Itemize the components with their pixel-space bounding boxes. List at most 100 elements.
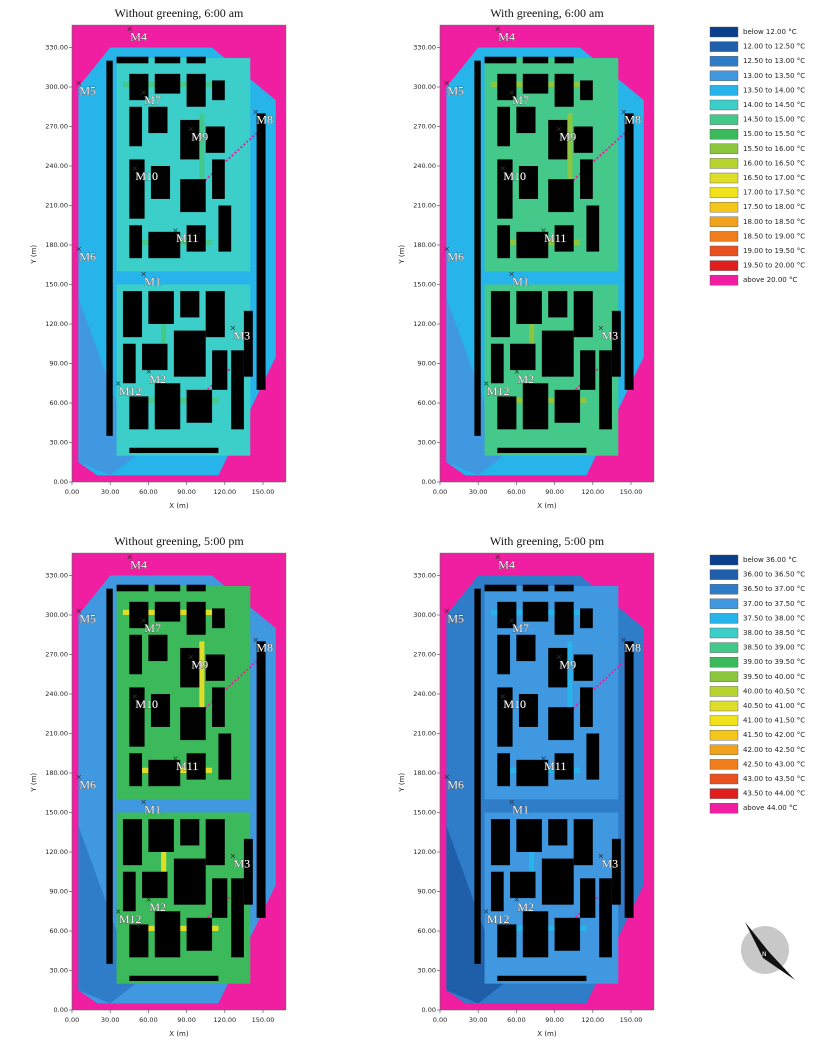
x-tick-label: 120.00 [213, 1016, 236, 1024]
receptor-label: M9 [559, 658, 576, 672]
y-tick-label: 300.00 [45, 83, 68, 91]
north-arrow: N [741, 922, 795, 980]
panel-title: With greening, 6:00 am [490, 6, 604, 20]
y-tick-label: 120.00 [45, 320, 68, 328]
legend-label: 17.00 to 17.50 °C [743, 189, 805, 197]
receptor-label: M12 [487, 912, 510, 926]
y-tick-label: 120.00 [413, 320, 436, 328]
building [580, 608, 593, 628]
y-tick-label: 150.00 [413, 809, 436, 817]
y-tick-label: 180.00 [45, 769, 68, 777]
building [625, 113, 634, 390]
map-raster [72, 553, 286, 1010]
legend-label: 14.50 to 15.00 °C [743, 116, 805, 124]
building [555, 602, 574, 635]
receptor-label: M7 [144, 621, 161, 635]
receptor-label: M5 [447, 84, 464, 98]
building [555, 74, 574, 107]
legend-swatch [710, 628, 738, 638]
building [212, 608, 225, 628]
building [257, 641, 266, 918]
building [212, 878, 227, 918]
building [555, 57, 574, 64]
building [485, 585, 517, 592]
receptor-label: M6 [79, 778, 96, 792]
building [580, 350, 595, 390]
legend-swatch [710, 701, 738, 711]
legend-label: 15.50 to 16.00 °C [743, 145, 805, 153]
building [523, 74, 548, 94]
y-tick-label: 60.00 [49, 399, 68, 407]
legend-label: 15.00 to 15.50 °C [743, 130, 805, 138]
legend-label: 42.00 to 42.50 °C [743, 746, 805, 754]
building [542, 331, 574, 377]
y-tick-label: 330.00 [413, 44, 436, 52]
building [497, 225, 510, 258]
building [548, 291, 567, 317]
legend-swatch [710, 599, 738, 609]
legend-swatch [710, 672, 738, 682]
receptor-label: M2 [149, 900, 166, 914]
legend-swatch [710, 275, 738, 285]
building [129, 976, 218, 981]
building [555, 390, 580, 423]
legend-label: below 36.00 °C [743, 556, 797, 564]
y-tick-label: 330.00 [413, 572, 436, 580]
legend-swatch [710, 202, 738, 212]
building [129, 924, 148, 957]
building [257, 113, 266, 390]
legend-label: 12.00 to 12.50 °C [743, 43, 805, 51]
building [485, 57, 517, 64]
map-panel: Without greening, 5:00 pm0.0030.0060.009… [30, 534, 286, 1038]
y-axis-label: Y (m) [398, 245, 406, 265]
building [474, 589, 480, 964]
map-raster [440, 553, 654, 1010]
legend-swatch [710, 657, 738, 667]
y-tick-label: 210.00 [45, 202, 68, 210]
receptor-label: M11 [544, 759, 566, 773]
receptor-label: M1 [512, 803, 529, 817]
building [180, 707, 205, 740]
legend-swatch [710, 584, 738, 594]
building [580, 878, 595, 918]
receptor-label: M4 [498, 558, 515, 572]
x-tick-label: 120.00 [581, 1016, 604, 1024]
legend-label: 14.00 to 14.50 °C [743, 101, 805, 109]
building [206, 127, 225, 153]
receptor-label: M9 [191, 130, 208, 144]
legend-label: 41.50 to 42.00 °C [743, 731, 805, 739]
legend-label: 38.50 to 39.00 °C [743, 644, 805, 652]
building [155, 585, 180, 592]
building [516, 635, 535, 661]
building [580, 80, 593, 100]
building [187, 390, 212, 423]
building [491, 819, 510, 865]
receptor-label: M7 [512, 93, 529, 107]
map-panel: With greening, 5:00 pm0.0030.0060.0090.0… [398, 534, 654, 1038]
legend-swatch [710, 115, 738, 125]
legend-swatch [710, 246, 738, 256]
building [148, 291, 173, 324]
legend-swatch [710, 144, 738, 154]
legend-swatch [710, 188, 738, 198]
legend-label: 38.00 to 38.50 °C [743, 629, 805, 637]
y-tick-label: 270.00 [413, 651, 436, 659]
x-tick-label: 120.00 [581, 488, 604, 496]
legend-label: 37.00 to 37.50 °C [743, 600, 805, 608]
receptor-label: M8 [256, 113, 273, 127]
y-tick-label: 300.00 [413, 611, 436, 619]
building [123, 819, 142, 865]
legend-label: 42.50 to 43.00 °C [743, 760, 805, 768]
building [212, 687, 225, 727]
building [129, 396, 148, 429]
y-axis-label: Y (m) [398, 773, 406, 793]
y-axis-label: Y (m) [30, 773, 38, 793]
receptor-label: M9 [191, 658, 208, 672]
y-tick-label: 270.00 [45, 123, 68, 131]
building [129, 448, 218, 453]
building [212, 350, 227, 390]
building [155, 911, 180, 957]
receptor-label: M10 [503, 697, 526, 711]
building [497, 448, 586, 453]
y-tick-label: 90.00 [49, 888, 68, 896]
